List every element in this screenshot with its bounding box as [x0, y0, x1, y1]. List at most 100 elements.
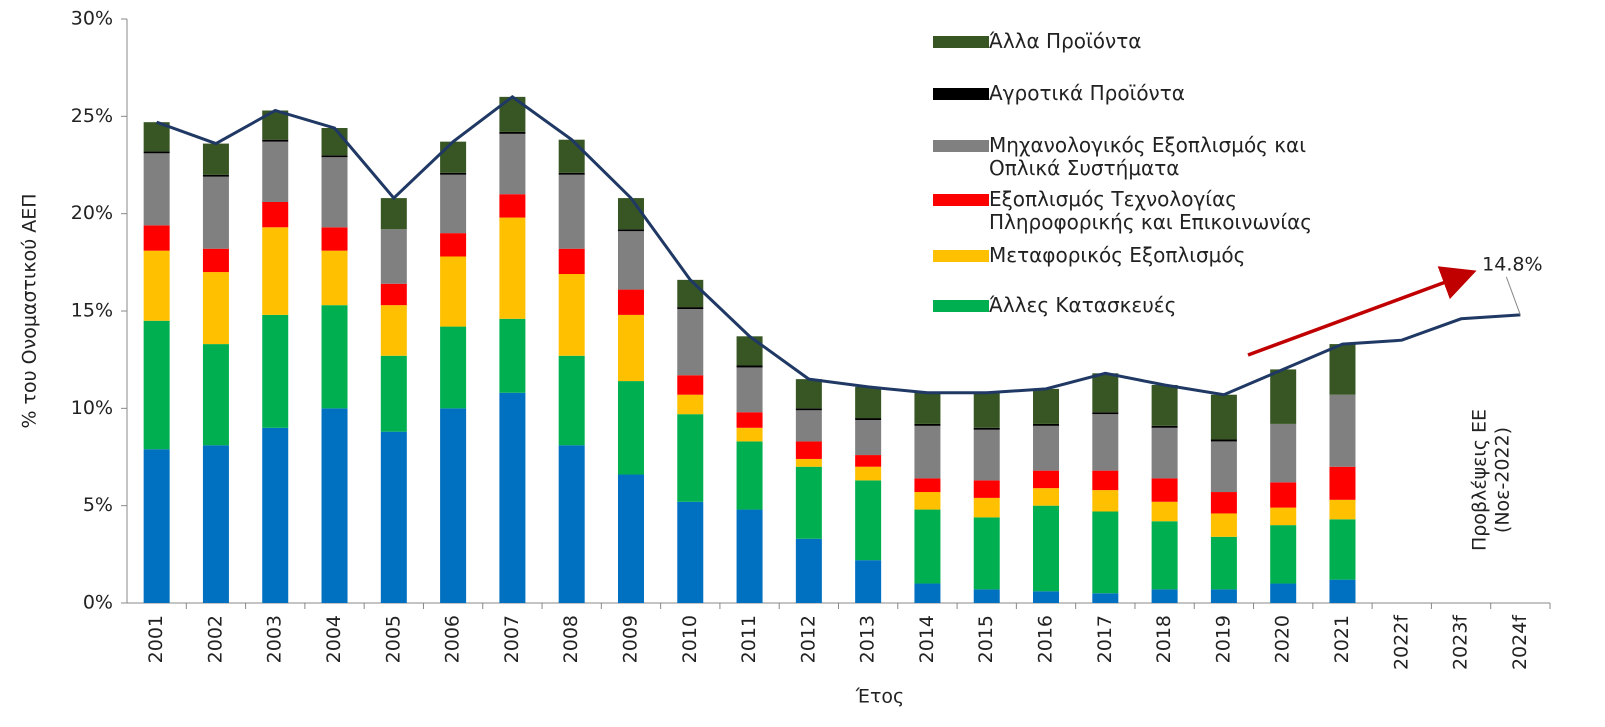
bar-segment	[1151, 501, 1178, 522]
bar-segment	[1329, 519, 1356, 580]
bar-segment	[617, 231, 644, 290]
bar-segment	[440, 172, 467, 175]
bar-segment	[380, 355, 407, 432]
bar-segment	[321, 155, 348, 158]
bar-segment	[795, 538, 822, 603]
legend-label: Άλλα Προϊόντα	[989, 29, 1142, 53]
y-tick-label: 10%	[71, 397, 113, 419]
y-tick-label: 25%	[71, 105, 113, 127]
bar-segment	[1210, 439, 1237, 442]
bar-segment	[1270, 482, 1297, 508]
bar-segment	[855, 455, 882, 467]
legend-swatch	[933, 140, 989, 152]
bar-segment	[202, 143, 229, 175]
bar-segment	[1210, 536, 1237, 590]
legend-entry: Άλλες Κατασκευές	[933, 294, 1176, 317]
bar-segment	[914, 423, 941, 426]
bar-segment	[143, 153, 170, 226]
bar-segment	[1092, 511, 1119, 594]
x-tick-label: 2009	[619, 615, 641, 663]
bar-segment	[677, 414, 704, 502]
y-tick-label: 20%	[71, 202, 113, 224]
bar-segment	[1033, 470, 1060, 489]
bar-segment	[1329, 466, 1356, 500]
bar-segment	[262, 427, 289, 603]
bar-segment	[262, 139, 289, 142]
bar-segment	[558, 248, 585, 275]
bar-segment	[321, 250, 348, 306]
bar-segment	[1270, 369, 1297, 424]
bar-segment	[795, 458, 822, 467]
x-tick-label: 2002	[204, 615, 226, 663]
bar-segment	[677, 394, 704, 415]
bar-segment	[736, 412, 763, 428]
bar-segment	[558, 174, 585, 249]
bar-segment	[440, 326, 467, 409]
bar-segment	[973, 589, 1000, 603]
bar-segment	[321, 305, 348, 409]
legend-swatch	[933, 194, 989, 206]
bar-segment	[1210, 441, 1237, 493]
x-tick-label: 2007	[501, 615, 523, 663]
bar-segment	[1329, 499, 1356, 520]
bar-segment	[1033, 488, 1060, 506]
bar-segment	[1092, 470, 1119, 491]
bar-segment	[143, 225, 170, 251]
bar-segment	[143, 122, 170, 152]
bar-segment	[1092, 412, 1119, 415]
bar-segment	[1210, 394, 1237, 440]
legend-label: Μεταφορικός Εξοπλισμός	[989, 243, 1246, 267]
bar-segment	[499, 131, 526, 134]
bar-segment	[1092, 593, 1119, 603]
bar-segment	[1151, 425, 1178, 428]
bar-segment	[973, 427, 1000, 430]
legend-entry: Άλλα Προϊόντα	[933, 30, 1141, 53]
bar-segment	[973, 497, 1000, 518]
bar-segment	[321, 408, 348, 603]
bar-segment	[499, 217, 526, 319]
y-tick-label: 30%	[71, 8, 113, 30]
bar-segment	[973, 429, 1000, 481]
legend-label: Άλλες Κατασκευές	[989, 293, 1177, 317]
legend-swatch	[933, 88, 989, 100]
bar-segment	[1151, 521, 1178, 590]
bar-segment	[558, 139, 585, 173]
x-tick-label: 2006	[442, 615, 464, 663]
bar-segment	[499, 194, 526, 218]
x-tick-label: 2011	[738, 615, 760, 663]
bar-segment	[1270, 423, 1297, 483]
bar-segment	[143, 250, 170, 321]
x-tick-label: 2023f	[1450, 614, 1472, 670]
bar-segment	[795, 441, 822, 459]
bar-segment	[380, 229, 407, 284]
bar-segment	[736, 441, 763, 510]
bar-segment	[202, 248, 229, 273]
y-tick-label: 0%	[83, 592, 113, 614]
bar-segment	[1151, 589, 1178, 603]
bar-segment	[973, 480, 1000, 498]
x-tick-label: 2005	[382, 615, 404, 663]
bar-segment	[736, 365, 763, 368]
bar-segment	[262, 314, 289, 428]
bar-segment	[973, 392, 1000, 428]
bar-segment	[617, 198, 644, 230]
bar-segment	[143, 320, 170, 450]
x-tick-label: 2010	[679, 615, 701, 663]
value-label: 14.8%	[1482, 253, 1542, 275]
y-tick-label: 5%	[83, 494, 113, 516]
bar-segment	[855, 480, 882, 561]
bar-segment	[380, 305, 407, 356]
bar-segment	[677, 375, 704, 395]
bar-segment	[1092, 373, 1119, 413]
bar-segment	[855, 560, 882, 603]
x-tick-label: 2004	[323, 615, 345, 663]
bar-segment	[914, 492, 941, 510]
x-tick-label: 2012	[797, 615, 819, 663]
legend-label: Αγροτικά Προϊόντα	[989, 81, 1185, 105]
bar-segment	[558, 274, 585, 356]
x-tick-label: 2021	[1331, 615, 1353, 663]
bar-segment	[499, 392, 526, 603]
total-line	[156, 95, 1521, 397]
